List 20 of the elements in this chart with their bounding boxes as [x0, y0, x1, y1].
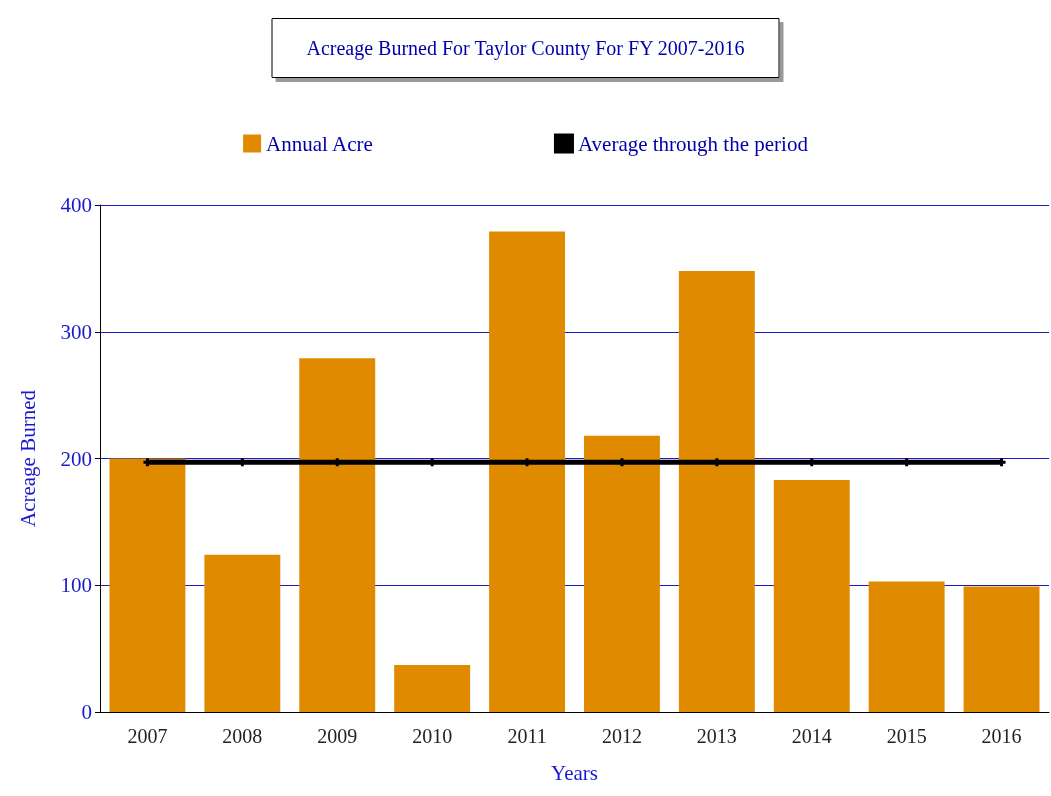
legend-label: Annual Acre	[266, 131, 373, 156]
x-axis-title: Years	[551, 760, 598, 785]
y-tick-label: 0	[81, 700, 92, 724]
x-tick-label: 2013	[696, 725, 737, 747]
x-tick-label: 2011	[507, 725, 547, 747]
legend-label: Average through the period	[577, 131, 809, 156]
x-tick-label: 2015	[886, 725, 927, 747]
x-tick-label: 2014	[791, 725, 832, 747]
x-tick-label: 2008	[222, 725, 263, 747]
x-tick-label: 2012	[601, 725, 642, 747]
chart-title: Acreage Burned For Taylor County For FY 2007-2016	[306, 37, 745, 60]
y-tick-label: 200	[60, 446, 92, 471]
y-tick-label: 400	[60, 193, 92, 217]
x-tick-label: 2009	[317, 725, 358, 747]
x-tick-label: 2010	[412, 725, 453, 747]
x-tick-label: 2016	[981, 725, 1022, 747]
x-tick-label: 2007	[127, 725, 168, 747]
y-tick-label: 100	[60, 573, 92, 598]
y-axis-title: Acreage Burned	[15, 389, 40, 528]
y-tick-label: 300	[60, 319, 92, 344]
